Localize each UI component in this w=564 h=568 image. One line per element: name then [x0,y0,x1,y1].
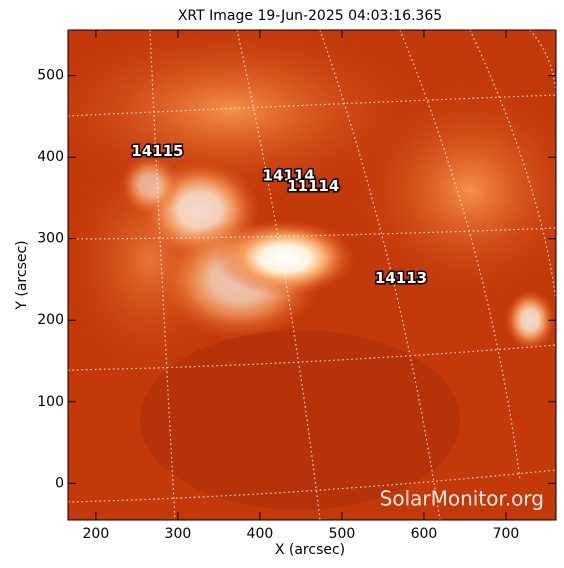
region-label: 14114 [263,166,315,184]
chart-title: XRT Image 19-Jun-2025 04:03:16.365 [178,8,442,24]
x-tick-label: 400 [247,526,274,542]
y-tick-label: 100 [37,394,64,410]
plot-frame [67,29,557,521]
region-label: 14115 [131,142,183,160]
region-label: 14113 [375,269,427,287]
watermark: SolarMonitor.org [380,487,544,511]
x-tick-label: 300 [165,526,192,542]
y-tick-label: 0 [55,475,64,491]
x-tick-label: 500 [329,526,356,542]
x-tick-label: 700 [493,526,520,542]
x-tick-label: 200 [83,526,110,542]
y-tick-label: 200 [37,312,64,328]
y-tick-label: 300 [37,231,64,247]
y-axis-label: Y (arcsec) [14,240,30,310]
solar-image [68,30,556,520]
region-label: 11114 [287,177,339,195]
x-axis-label: X (arcsec) [275,542,345,558]
x-tick-label: 600 [411,526,438,542]
y-tick-label: 400 [37,149,64,165]
y-tick-label: 500 [37,68,64,84]
